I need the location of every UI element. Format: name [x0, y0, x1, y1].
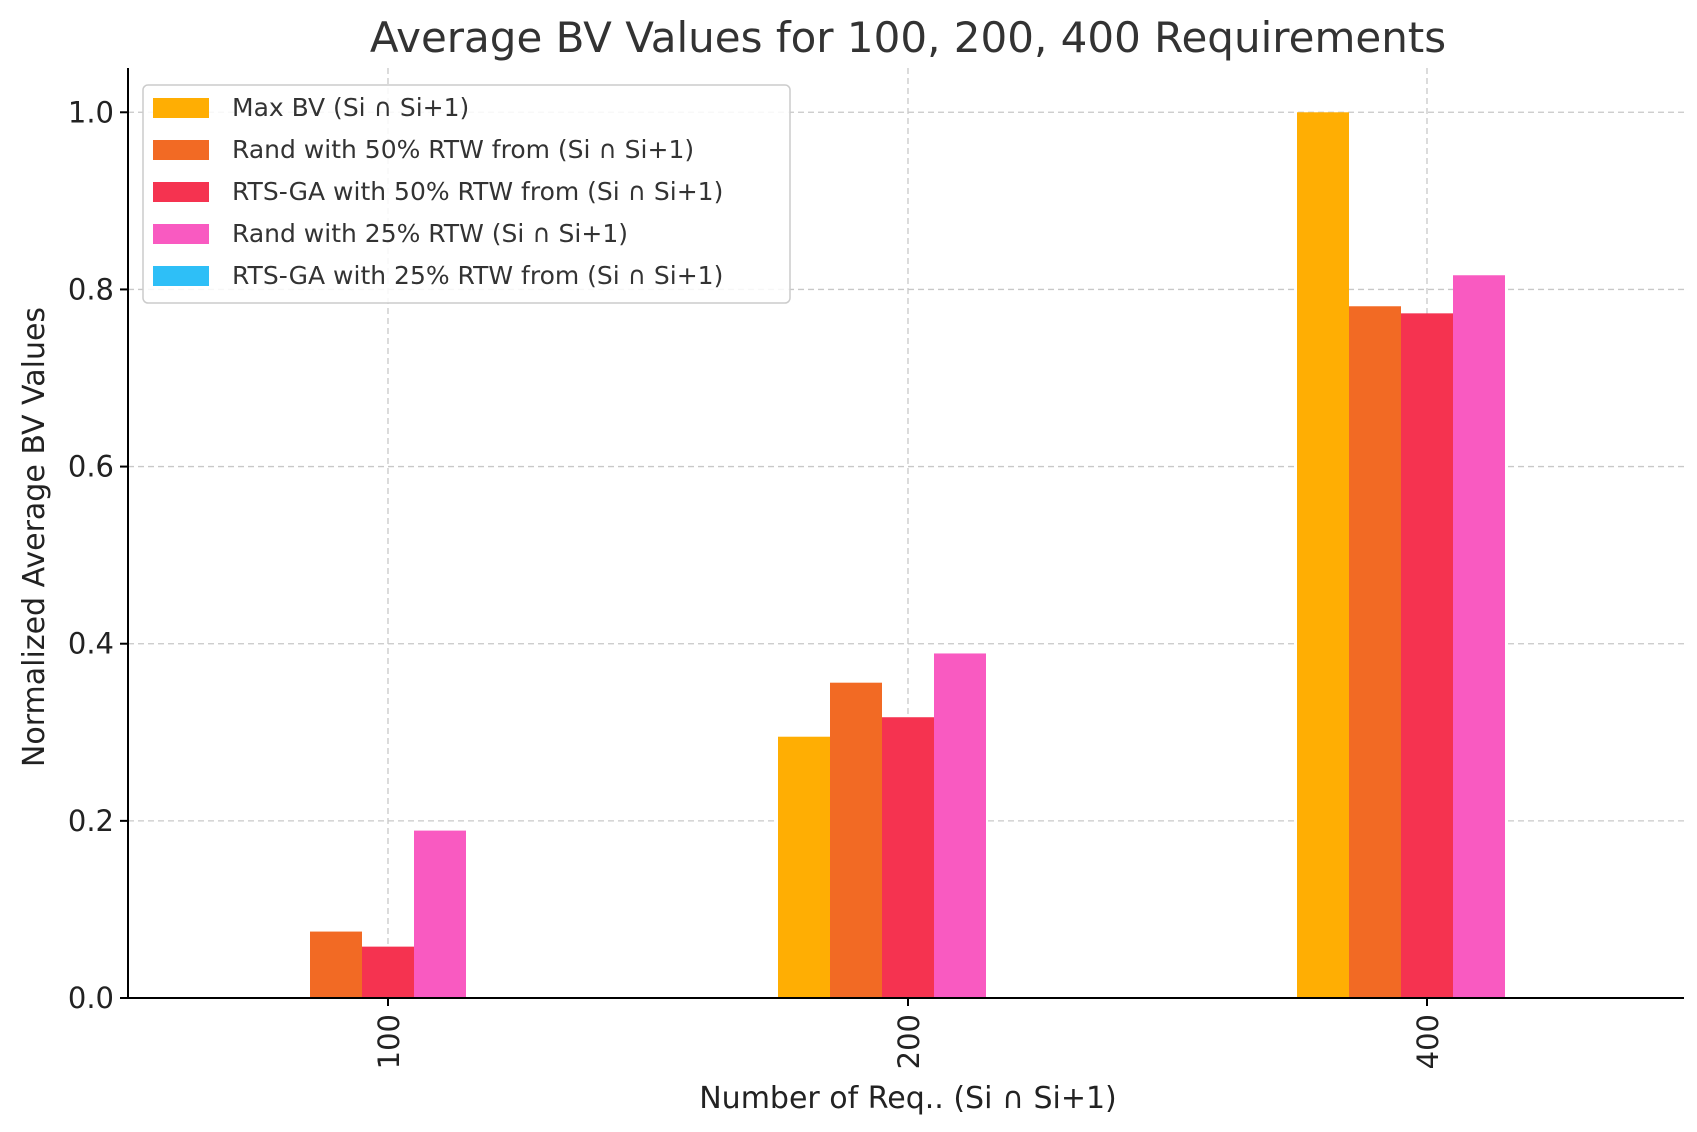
legend: Max BV (Si ∩ Si+1) Rand with 50% RTW from…	[142, 84, 791, 304]
bar	[310, 931, 362, 998]
y-tick-label: 0.2	[68, 804, 114, 838]
bar	[882, 717, 934, 998]
bar	[1453, 275, 1505, 998]
legend-entry: RTS-GA with 50% RTW from (Si ∩ Si+1)	[232, 177, 723, 206]
bar	[934, 653, 986, 998]
y-axis-label: Normalized Average BV Values	[17, 307, 52, 767]
tick-labels: 0.0 0.2 0.4 0.6 0.8 1.0 100 200 400	[68, 95, 1445, 1069]
legend-swatch	[153, 266, 209, 286]
legend-entry: Rand with 25% RTW (Si ∩ Si+1)	[232, 219, 628, 248]
bar	[778, 736, 830, 998]
legend-swatch	[153, 224, 209, 244]
y-tick-label: 0.6	[68, 450, 114, 484]
legend-entry: Max BV (Si ∩ Si+1)	[232, 93, 469, 122]
y-tick-label: 1.0	[68, 95, 114, 129]
bar	[830, 682, 882, 998]
legend-entry: Rand with 50% RTW from (Si ∩ Si+1)	[232, 135, 694, 164]
legend-items: Max BV (Si ∩ Si+1) Rand with 50% RTW from…	[153, 93, 723, 290]
legend-swatch	[153, 140, 209, 160]
bar	[362, 946, 414, 998]
legend-entry: RTS-GA with 25% RTW from (Si ∩ Si+1)	[232, 261, 723, 290]
bar	[414, 830, 466, 998]
x-tick-label: 400	[1411, 1014, 1445, 1069]
bar	[1349, 306, 1401, 998]
y-tick-label: 0.4	[68, 627, 114, 661]
chart-title: Average BV Values for 100, 200, 400 Requ…	[370, 13, 1446, 62]
legend-swatch	[153, 182, 209, 202]
legend-swatch	[153, 98, 209, 118]
bar	[1297, 112, 1349, 999]
bar	[1401, 313, 1453, 998]
x-tick-label: 200	[892, 1014, 926, 1069]
y-tick-label: 0.8	[68, 272, 114, 306]
x-tick-label: 100	[372, 1014, 406, 1069]
legend-box	[142, 84, 791, 304]
y-tick-label: 0.0	[68, 981, 114, 1015]
x-axis-label: Number of Req.. (Si ∩ Si+1)	[699, 1081, 1117, 1116]
bars	[310, 112, 1505, 999]
